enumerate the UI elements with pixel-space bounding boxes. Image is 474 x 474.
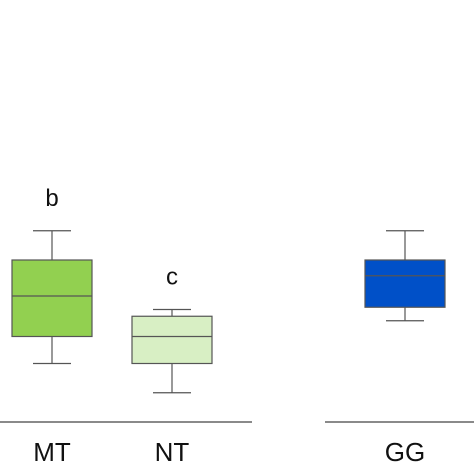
box-nt — [131, 308, 213, 394]
iqr-box-nt — [131, 315, 213, 365]
significance-letter-nt: c — [166, 264, 178, 291]
label-layer: b MT c NT GG — [33, 185, 425, 467]
box-gg — [364, 230, 446, 322]
significance-letter-mt: b — [45, 185, 58, 212]
category-label-mt: MT — [33, 437, 71, 467]
iqr-box-mt — [11, 259, 93, 338]
category-label-nt: NT — [155, 437, 190, 467]
category-label-gg: GG — [385, 437, 425, 467]
box-layer — [11, 230, 446, 394]
box-mt — [11, 230, 93, 365]
iqr-box-gg — [364, 259, 446, 308]
